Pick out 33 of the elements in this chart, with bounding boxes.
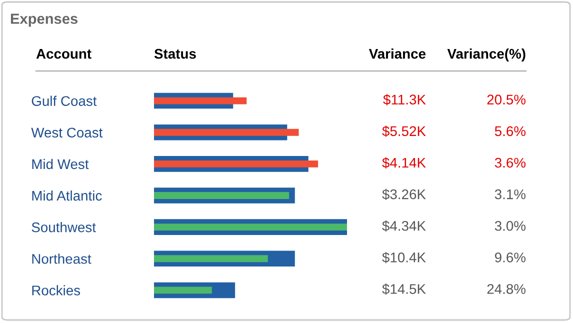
- text: $4.34K: [382, 220, 426, 232]
- bar: [154, 128, 299, 136]
- text: $4.14K: [382, 157, 426, 168]
- y-tick-label: West Coast: [31, 128, 103, 138]
- y-tick-label: Southwest: [32, 222, 96, 232]
- text: 3.6%: [494, 158, 526, 168]
- y-tick-label: Northeast: [32, 254, 92, 264]
- text: 3.1%: [494, 189, 526, 200]
- text: Variance(%): [447, 48, 526, 62]
- text: $10.4K: [382, 252, 426, 264]
- text: 9.6%: [494, 252, 526, 262]
- text: 20.5%: [487, 94, 526, 105]
- bar: [154, 192, 290, 199]
- bar: [154, 224, 347, 231]
- text: Account: [36, 49, 92, 59]
- text: Status: [154, 48, 196, 59]
- text: $5.52K: [382, 126, 426, 137]
- text: 24.8%: [487, 284, 526, 294]
- text: Variance: [368, 48, 426, 59]
- text: $11.3K: [383, 94, 426, 106]
- chart-title: Expenses: [10, 14, 78, 27]
- bar: [154, 255, 268, 262]
- bar: [154, 97, 247, 104]
- text: $14.5K: [382, 284, 426, 295]
- bar: [154, 286, 212, 294]
- y-tick-label: Mid West: [32, 158, 89, 170]
- text: 5.6%: [494, 126, 526, 136]
- y-tick-label: Rockies: [32, 285, 80, 296]
- bar: [154, 160, 318, 168]
- text: 3.0%: [494, 220, 526, 231]
- text: $3.26K: [382, 188, 426, 200]
- y-tick-label: Mid Atlantic: [32, 190, 102, 201]
- y-tick-label: Gulf Coast: [32, 96, 97, 106]
